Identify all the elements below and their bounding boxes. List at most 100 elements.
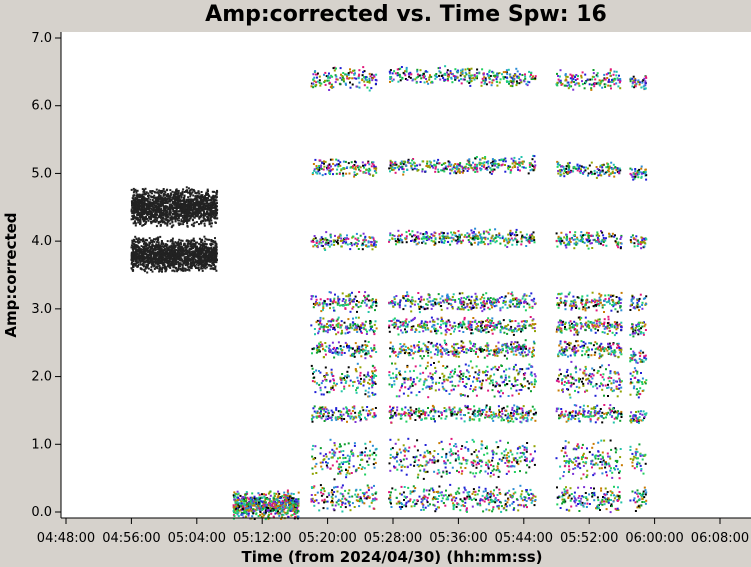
data-point xyxy=(334,164,337,167)
data-point xyxy=(186,264,189,267)
data-point xyxy=(166,219,169,222)
data-point xyxy=(178,210,181,213)
data-point xyxy=(196,245,198,248)
data-point xyxy=(328,169,331,172)
data-point xyxy=(183,191,186,193)
data-point xyxy=(153,264,156,267)
data-point xyxy=(345,406,348,409)
data-point xyxy=(134,198,137,201)
data-point xyxy=(163,208,166,211)
data-point xyxy=(156,205,159,208)
data-point xyxy=(351,166,354,169)
data-point xyxy=(314,295,317,298)
data-point xyxy=(214,268,217,271)
data-point xyxy=(206,238,209,241)
data-point xyxy=(211,215,213,218)
data-point xyxy=(190,246,193,248)
data-point xyxy=(133,202,136,205)
data-point xyxy=(206,201,208,203)
data-point xyxy=(279,504,282,507)
data-point xyxy=(313,235,316,237)
data-point xyxy=(297,491,300,494)
data-point xyxy=(210,239,213,241)
data-point xyxy=(150,210,153,213)
data-point xyxy=(172,247,175,249)
data-point xyxy=(138,198,141,201)
data-point xyxy=(335,158,338,161)
data-point xyxy=(236,493,239,496)
data-point xyxy=(337,236,340,239)
data-point xyxy=(210,225,213,228)
data-point xyxy=(339,410,342,413)
data-point xyxy=(190,240,193,243)
data-point xyxy=(165,215,168,218)
data-point xyxy=(330,165,332,168)
data-point xyxy=(363,76,366,79)
data-point xyxy=(143,250,146,253)
data-point xyxy=(180,218,183,221)
data-point xyxy=(139,204,141,207)
data-point xyxy=(365,297,368,300)
data-point xyxy=(327,79,330,82)
data-point xyxy=(149,249,152,252)
data-point xyxy=(290,502,293,505)
data-point xyxy=(370,326,373,328)
data-point xyxy=(353,243,356,246)
data-point xyxy=(323,162,325,165)
data-point xyxy=(150,239,152,242)
data-point xyxy=(340,73,342,76)
data-point xyxy=(192,202,195,204)
data-point xyxy=(212,262,215,265)
data-point xyxy=(249,496,252,499)
data-point xyxy=(206,199,209,202)
data-point xyxy=(337,316,340,319)
data-point xyxy=(355,391,358,394)
data-point xyxy=(205,249,208,252)
data-point xyxy=(335,382,338,385)
data-point xyxy=(164,193,167,196)
data-point xyxy=(359,349,362,351)
data-point xyxy=(349,294,351,297)
data-point xyxy=(155,237,158,240)
data-point xyxy=(150,205,153,208)
data-point xyxy=(155,188,158,191)
data-point xyxy=(367,374,370,377)
data-point xyxy=(214,265,217,268)
data-point xyxy=(327,409,330,412)
data-point xyxy=(285,512,288,515)
data-point xyxy=(155,219,158,222)
data-point xyxy=(273,492,276,495)
data-point xyxy=(269,504,272,507)
data-point xyxy=(330,386,332,389)
data-point xyxy=(353,167,356,170)
data-point xyxy=(201,202,203,205)
data-point xyxy=(340,353,343,356)
data-point xyxy=(160,190,162,193)
data-point xyxy=(209,212,212,215)
data-point xyxy=(360,377,362,380)
data-point xyxy=(341,373,344,375)
data-point xyxy=(268,510,271,513)
data-point xyxy=(340,245,343,248)
data-point xyxy=(161,213,164,216)
data-point xyxy=(365,244,367,247)
data-point xyxy=(144,252,147,255)
data-point xyxy=(199,216,202,219)
data-point xyxy=(240,513,243,516)
data-point xyxy=(214,199,217,202)
data-point xyxy=(168,212,171,215)
data-point xyxy=(209,222,212,225)
data-point xyxy=(351,77,354,80)
data-point xyxy=(354,323,356,325)
data-point xyxy=(136,248,139,251)
data-point xyxy=(320,236,323,239)
data-point xyxy=(354,327,357,330)
data-point xyxy=(175,199,178,202)
data-point xyxy=(315,240,318,243)
data-point xyxy=(135,244,138,247)
data-point xyxy=(375,240,378,243)
data-point xyxy=(349,243,352,245)
data-point xyxy=(276,501,279,504)
data-point xyxy=(242,498,245,501)
data-point xyxy=(367,341,370,343)
